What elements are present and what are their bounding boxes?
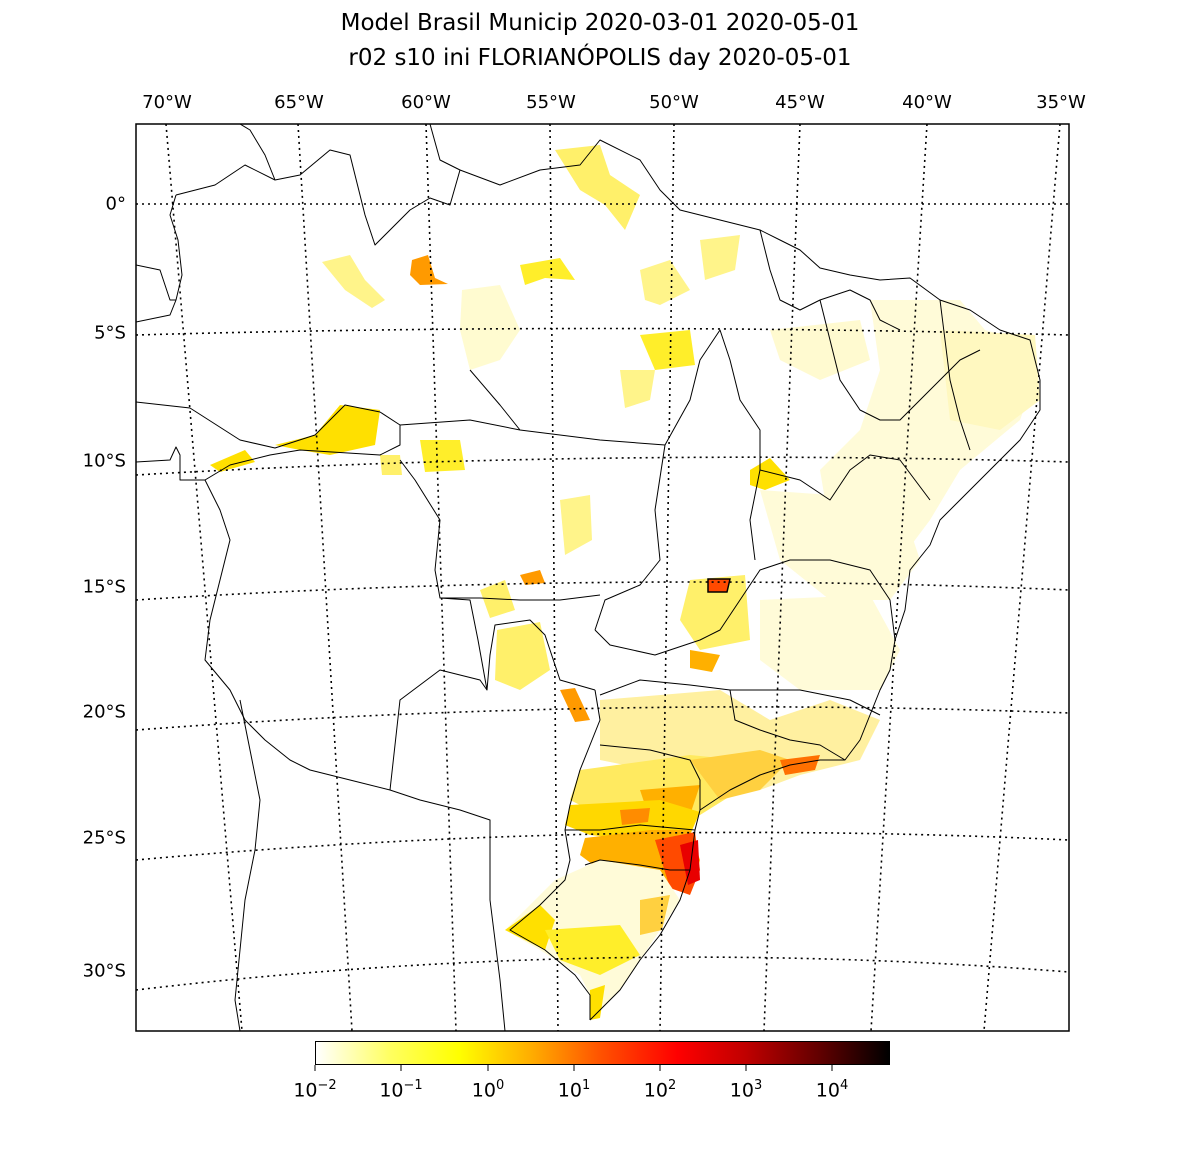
colorbar-tick-label: 101 xyxy=(557,1078,591,1102)
lat-label-30s: 30°S xyxy=(82,960,126,982)
lon-label-55w: 55°W xyxy=(526,92,576,113)
lat-label-25s: 25°S xyxy=(82,827,126,849)
colorbar-tick-label: 10−1 xyxy=(379,1078,423,1102)
lat-label-0: 0° xyxy=(105,193,126,215)
municipality-fill-layer xyxy=(210,145,1040,1020)
colorbar-tick-label: 103 xyxy=(729,1078,763,1102)
lat-label-20s: 20°S xyxy=(82,701,126,723)
lon-label-50w: 50°W xyxy=(649,92,699,113)
country-and-state-borders xyxy=(136,124,1041,1031)
lon-label-65w: 65°W xyxy=(274,92,324,113)
lon-label-35w: 35°W xyxy=(1036,92,1086,113)
lon-label-45w: 45°W xyxy=(775,92,825,113)
lat-label-5s: 5°S xyxy=(94,322,126,344)
lat-label-15s: 15°S xyxy=(82,576,126,598)
colorbar-tick-label: 104 xyxy=(815,1078,849,1102)
colorbar xyxy=(315,1041,890,1065)
graticule xyxy=(136,124,1069,1031)
colorbar-tick-label: 102 xyxy=(643,1078,677,1102)
lon-label-40w: 40°W xyxy=(902,92,952,113)
colorbar-tick-label: 10−2 xyxy=(293,1078,337,1102)
map-title-line1: Model Brasil Municip 2020-03-01 2020-05-… xyxy=(340,10,860,36)
map-content xyxy=(136,124,1069,1031)
colorbar-tick-label: 100 xyxy=(471,1078,505,1102)
map-title-line2: r02 s10 ini FLORIANÓPOLIS day 2020-05-01 xyxy=(348,45,852,71)
lon-label-60w: 60°W xyxy=(401,92,451,113)
lat-label-10s: 10°S xyxy=(82,450,126,472)
lon-label-70w: 70°W xyxy=(142,92,192,113)
map-frame xyxy=(135,123,1070,1032)
colorbar-ticks xyxy=(314,1065,833,1071)
